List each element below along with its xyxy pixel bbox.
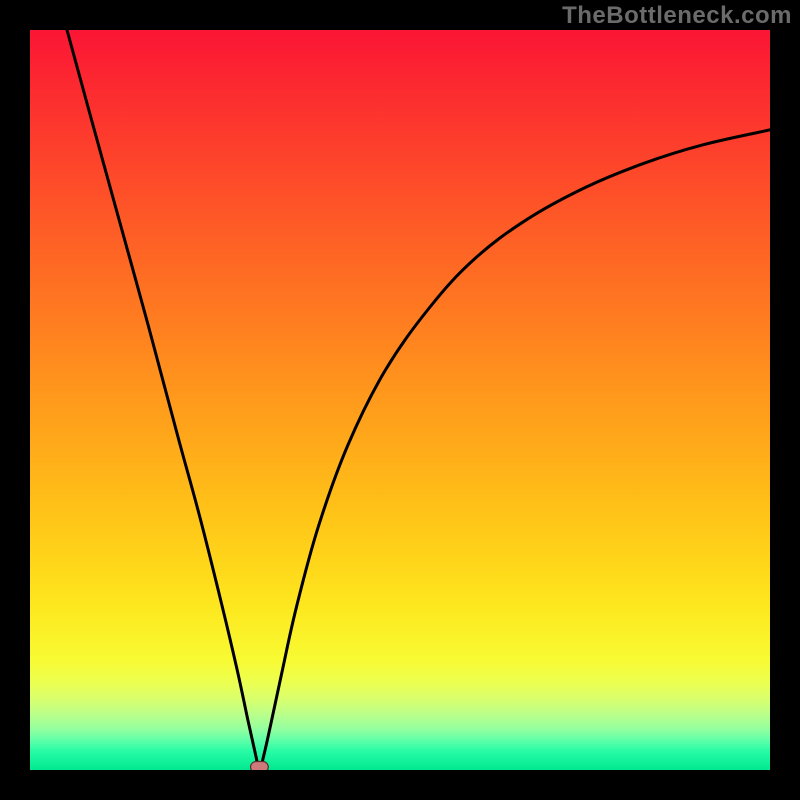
watermark-text: TheBottleneck.com (562, 2, 792, 30)
plot-area (30, 30, 770, 770)
minimum-marker (251, 761, 269, 770)
chart-svg (30, 30, 770, 770)
chart-frame: TheBottleneck.com (0, 0, 800, 800)
gradient-background (30, 30, 770, 770)
